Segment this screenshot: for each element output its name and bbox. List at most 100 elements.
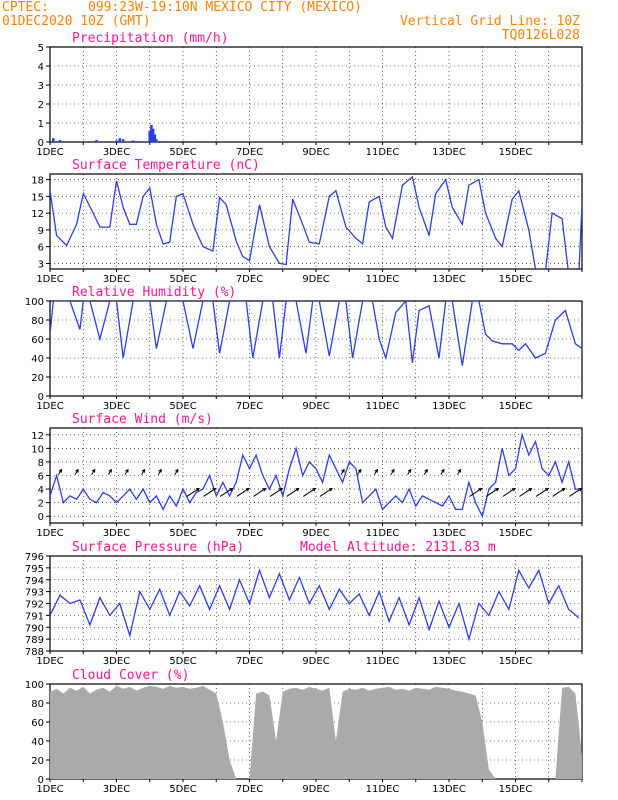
precip-bar	[131, 140, 135, 142]
header-location: 099:23W-19:10N MEXICO CITY (MEXICO)	[88, 0, 362, 15]
panel-title-humidity: Relative Humidity (%)	[72, 285, 236, 300]
cloud-area	[50, 685, 582, 779]
precip-bar	[121, 139, 125, 142]
x-tick-label: 13DEC	[432, 401, 466, 412]
y-tick-label: 9	[38, 226, 44, 237]
x-tick-label: 1DEC	[36, 656, 63, 667]
header-date: 01DEC2020 10Z (GMT)	[2, 14, 151, 29]
precip-bar	[155, 139, 158, 142]
x-tick-label: 13DEC	[432, 274, 466, 285]
panel-title-cloud: Cloud Cover (%)	[72, 668, 189, 683]
x-tick-label: 3DEC	[103, 528, 130, 539]
precip-bar	[158, 141, 162, 142]
panel-precipitation: Precipitation (mm/h) 0 1 2 3 4 5 1DEC 3DEC 5DEC 7D…	[36, 31, 583, 158]
x-tick-label: 9DEC	[302, 784, 329, 795]
x-tick-label: 13DEC	[432, 784, 466, 795]
x-tick-label: 13DEC	[432, 528, 466, 539]
precip-bar	[115, 140, 118, 142]
x-tick-label: 15DEC	[499, 147, 533, 158]
wind-arrow	[303, 487, 317, 497]
wind-arrow	[423, 468, 428, 475]
y-tick-label: 2	[38, 100, 44, 111]
wind-arrow	[340, 468, 345, 475]
x-tick-label: 11DEC	[366, 784, 400, 795]
x-tick-label: 7DEC	[236, 147, 263, 158]
y-tick-label: 6	[38, 472, 44, 483]
y-tick-label: 788	[25, 647, 44, 658]
x-tick-label: 5DEC	[169, 401, 196, 412]
precip-bar	[95, 140, 98, 142]
wind-arrow	[253, 487, 267, 497]
y-tick-label: 40	[31, 354, 44, 365]
wind-arrow	[203, 487, 217, 497]
y-tick-label: 100	[25, 680, 44, 691]
wind-arrow	[357, 468, 362, 475]
panel-cloud: Cloud Cover (%) 0 20 40 60 80 100 1DEC 3DEC 5DEC 7…	[25, 668, 583, 795]
y-tick-label: 3	[38, 81, 44, 92]
y-tick-label: 1	[38, 119, 44, 130]
y-tick-label: 15	[31, 192, 44, 203]
wind-arrow	[186, 487, 200, 497]
precip-bar	[81, 141, 85, 142]
y-tick-label: 792	[25, 600, 44, 611]
x-tick-label: 1DEC	[36, 274, 63, 285]
x-tick-label: 3DEC	[103, 784, 130, 795]
x-tick-label: 13DEC	[432, 147, 466, 158]
wind-arrow	[552, 487, 566, 497]
y-tick-label: 6	[38, 243, 44, 254]
y-tick-label: 794	[25, 576, 44, 587]
y-tick-label: 791	[25, 611, 44, 622]
panel-temperature: Surface Temperature (nC) 3 6 9 12 15 18 1DEC 3DE…	[31, 158, 583, 285]
y-tick-label: 0	[38, 512, 44, 523]
y-tick-label: 793	[25, 588, 44, 599]
y-tick-label: 790	[25, 623, 44, 634]
wind-arrow	[91, 468, 96, 475]
wind-arrow	[107, 468, 112, 475]
y-tick-label: 8	[38, 458, 44, 469]
x-tick-label: 11DEC	[366, 656, 400, 667]
precip-bar	[118, 138, 122, 142]
precip-bar	[138, 141, 142, 142]
y-tick-label: 2	[38, 499, 44, 510]
panel-annotation-pressure: Model Altitude: 2131.83 m	[300, 540, 496, 555]
x-tick-label: 11DEC	[366, 147, 400, 158]
x-tick-label: 5DEC	[169, 656, 196, 667]
y-tick-label: 80	[31, 316, 44, 327]
series-line-pressure	[50, 568, 580, 642]
wind-arrow	[141, 468, 146, 475]
x-tick-label: 11DEC	[366, 401, 400, 412]
y-tick-label: 12	[31, 209, 44, 220]
panel-pressure: Surface Pressure (hPa) Model Altitude: 21…	[25, 540, 583, 667]
y-tick-label: 795	[25, 564, 44, 575]
wind-arrow	[469, 487, 483, 497]
x-tick-label: 13DEC	[432, 656, 466, 667]
panel-title-pressure: Surface Pressure (hPa)	[72, 540, 244, 555]
y-tick-label: 0	[38, 138, 44, 149]
x-tick-label: 9DEC	[302, 528, 329, 539]
wind-arrow	[407, 468, 412, 475]
x-tick-label: 3DEC	[103, 147, 130, 158]
series-line-temperature	[50, 175, 582, 269]
precip-bar	[185, 141, 188, 142]
y-tick-label: 12	[31, 431, 44, 442]
y-tick-label: 5	[38, 43, 44, 54]
wind-arrow	[519, 487, 533, 497]
precip-bar	[153, 134, 157, 142]
x-tick-label: 15DEC	[499, 784, 533, 795]
precip-bar	[181, 141, 185, 142]
x-tick-label: 5DEC	[169, 274, 196, 285]
y-tick-label: 4	[38, 485, 44, 496]
panel-title-temperature: Surface Temperature (nC)	[72, 158, 260, 173]
header-model-id: TQ0126L028	[502, 28, 580, 43]
x-tick-label: 15DEC	[499, 401, 533, 412]
x-tick-label: 5DEC	[169, 784, 196, 795]
precip-bar	[58, 140, 62, 142]
x-tick-label: 9DEC	[302, 656, 329, 667]
wind-arrow	[236, 487, 250, 497]
y-tick-label: 4	[38, 62, 44, 73]
panel-humidity: Relative Humidity (%) 0 20 40 60 80 100 1DEC 3DE…	[25, 285, 583, 412]
x-tick-label: 5DEC	[169, 147, 196, 158]
y-tick-label: 18	[31, 176, 44, 187]
